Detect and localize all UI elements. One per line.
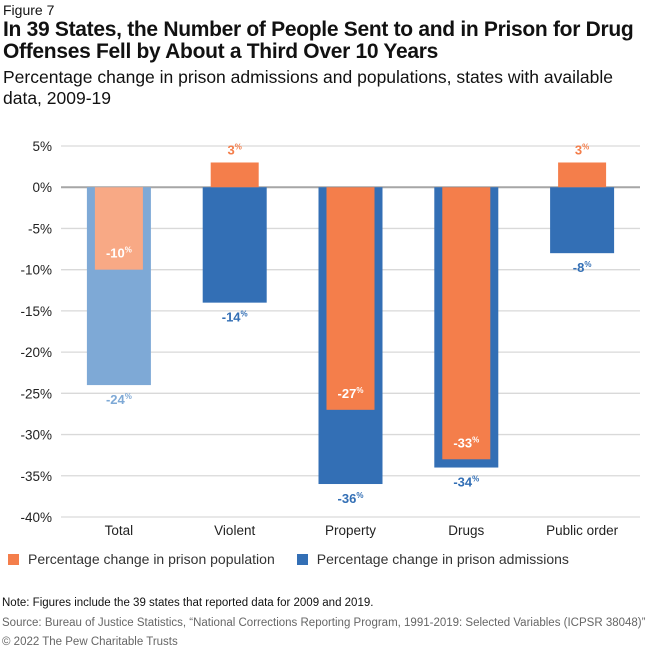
y-tick-label: -5% <box>28 221 52 236</box>
legend-label-admissions: Percentage change in prison admissions <box>316 551 569 567</box>
copyright: © 2022 The Pew Charitable Trusts <box>2 636 178 648</box>
y-tick-label: 0% <box>32 180 52 195</box>
data-label-admissions: -24% <box>106 392 132 407</box>
x-tick-label: Total <box>105 523 134 538</box>
bar-admissions <box>202 187 267 303</box>
y-tick-label: -20% <box>20 345 52 360</box>
bar-population <box>442 187 491 460</box>
y-tick-label: 5% <box>32 139 52 154</box>
bar-chart: 5% 0% -5% -10% -15% -20% -25% -30% -35% -40% -24% -… <box>20 139 640 538</box>
y-tick-label: -15% <box>20 304 52 319</box>
legend-item-admissions: Percentage change in prison admissions <box>296 551 569 567</box>
bar-admissions <box>550 187 615 254</box>
bar-population <box>558 162 607 188</box>
x-tick-label: Violent <box>214 523 255 538</box>
x-tick-label: Drugs <box>448 523 484 538</box>
data-label-admissions: -14% <box>222 310 248 325</box>
y-tick-label: -25% <box>20 386 52 401</box>
data-label-admissions: -8% <box>573 260 592 275</box>
legend-swatch-population <box>8 553 19 565</box>
y-tick-label: -30% <box>20 428 52 443</box>
y-tick-label: -35% <box>20 469 52 484</box>
data-label-admissions: -36% <box>338 491 364 506</box>
legend-swatch-admissions <box>296 553 308 565</box>
note: Note: Figures include the 39 states that… <box>2 597 374 609</box>
y-tick-label: -10% <box>20 263 52 278</box>
y-tick-label: -40% <box>20 510 52 525</box>
data-label-population: 3% <box>575 142 589 157</box>
legend-item-population: Percentage change in prison population <box>8 551 275 567</box>
chart-title: In 39 States, the Number of People Sent … <box>3 18 634 63</box>
bar-population <box>326 187 375 410</box>
chart-subtitle: Percentage change in prison admissions a… <box>3 67 613 108</box>
bar-population <box>210 162 259 188</box>
x-tick-label: Property <box>325 523 376 538</box>
data-label-admissions: -34% <box>453 475 479 490</box>
source: Source: Bureau of Justice Statistics, “N… <box>2 617 646 629</box>
bar-population <box>94 187 143 270</box>
legend-label-population: Percentage change in prison population <box>28 551 275 567</box>
legend: Percentage change in prison population P… <box>8 551 569 567</box>
data-label-population: 3% <box>228 142 242 157</box>
x-tick-label: Public order <box>546 523 619 538</box>
figure-label: Figure 7 <box>3 2 55 18</box>
